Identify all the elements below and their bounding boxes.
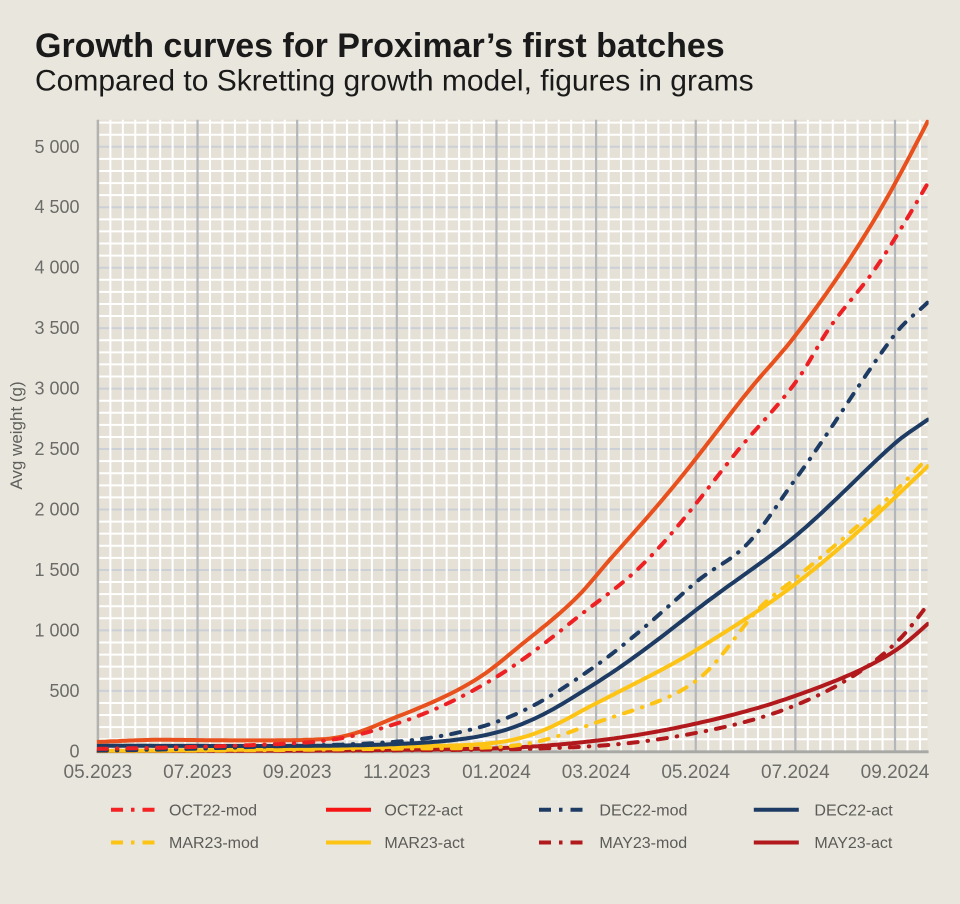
svg-text:07.2023: 07.2023 xyxy=(163,762,232,783)
svg-text:1 500: 1 500 xyxy=(34,560,79,580)
svg-text:Growth curves for Proximar’s f: Growth curves for Proximar’s first batch… xyxy=(35,27,725,65)
svg-text:05.2024: 05.2024 xyxy=(661,762,730,783)
svg-text:01.2024: 01.2024 xyxy=(462,762,531,783)
svg-text:2 000: 2 000 xyxy=(34,500,79,520)
svg-text:09.2024: 09.2024 xyxy=(861,762,930,783)
svg-text:MAR23-act: MAR23-act xyxy=(384,835,465,852)
svg-text:3 500: 3 500 xyxy=(34,318,79,338)
svg-text:09.2023: 09.2023 xyxy=(263,762,332,783)
svg-text:4 500: 4 500 xyxy=(34,197,79,217)
svg-text:2 500: 2 500 xyxy=(34,439,79,459)
svg-text:3 000: 3 000 xyxy=(34,379,79,399)
svg-text:MAY23-mod: MAY23-mod xyxy=(599,835,687,852)
svg-text:DEC22-mod: DEC22-mod xyxy=(599,802,687,819)
svg-text:5 000: 5 000 xyxy=(34,137,79,157)
svg-text:4 000: 4 000 xyxy=(34,258,79,278)
svg-text:MAR23-mod: MAR23-mod xyxy=(169,835,259,852)
svg-text:Compared to Skretting growth m: Compared to Skretting growth model, figu… xyxy=(35,65,754,98)
svg-text:1 000: 1 000 xyxy=(34,620,79,640)
svg-text:05.2023: 05.2023 xyxy=(64,762,133,783)
svg-text:OCT22-mod: OCT22-mod xyxy=(169,802,257,819)
svg-text:0: 0 xyxy=(69,741,79,761)
svg-text:07.2024: 07.2024 xyxy=(761,762,830,783)
svg-text:500: 500 xyxy=(49,681,79,701)
svg-text:OCT22-act: OCT22-act xyxy=(384,802,463,819)
svg-text:MAY23-act: MAY23-act xyxy=(814,835,893,852)
svg-text:11.2023: 11.2023 xyxy=(363,762,430,783)
svg-text:Avg weight (g): Avg weight (g) xyxy=(7,381,26,489)
svg-text:03.2024: 03.2024 xyxy=(562,762,631,783)
svg-text:DEC22-act: DEC22-act xyxy=(814,802,893,819)
